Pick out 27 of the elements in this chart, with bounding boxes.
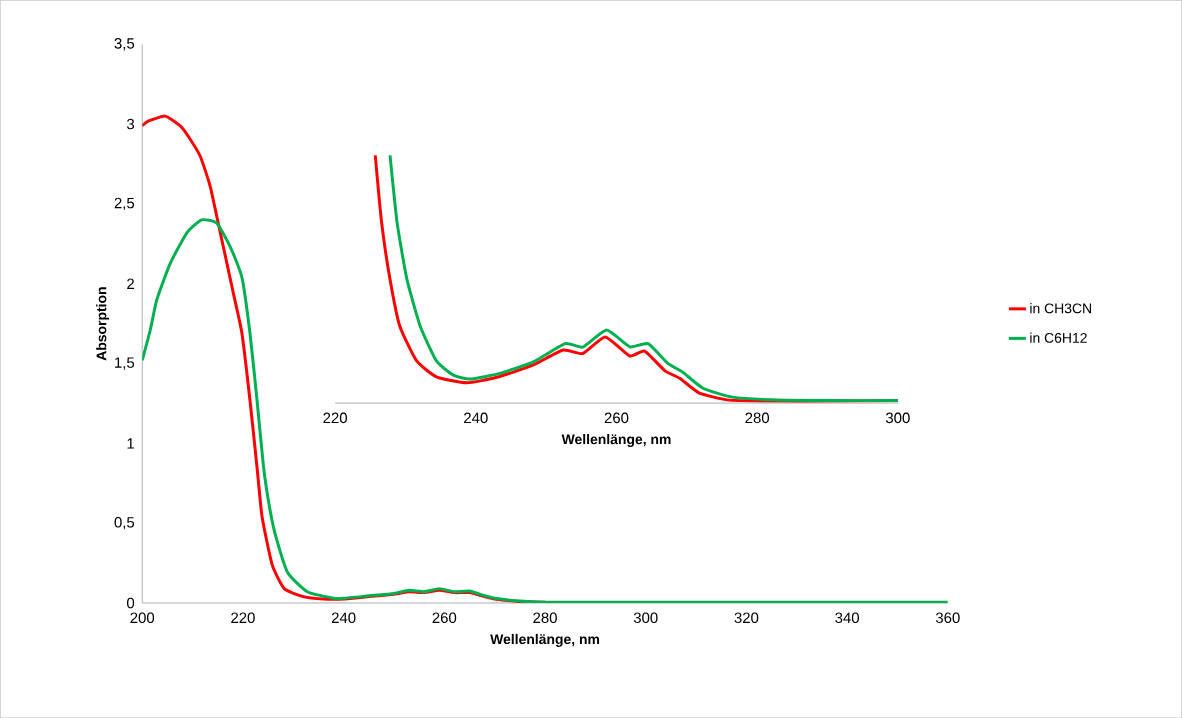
y-tick-label: 1,5	[115, 357, 135, 370]
x-tick-label: 280	[533, 612, 557, 623]
x-axis-title: Wellenlänge, nm	[490, 633, 600, 647]
legend-label: in C6H12	[1030, 332, 1087, 343]
legend-label: in CH3CN	[1030, 302, 1091, 314]
x-tick-label: 300	[633, 612, 658, 623]
x-tick-label: 300	[885, 412, 910, 424]
y-tick-label: 3	[126, 118, 135, 130]
x-tick-label: 240	[464, 412, 488, 424]
x-tick-label: 280	[745, 412, 770, 424]
x-tick-label: 260	[432, 612, 457, 623]
y-tick-label: 1	[127, 438, 134, 449]
y-tick-label: 0	[127, 597, 135, 609]
x-tick-label: 320	[734, 612, 759, 623]
x-tick-label: 220	[231, 612, 255, 623]
y-tick-label: 2	[127, 278, 134, 289]
y-axis-title: Absorption	[96, 287, 110, 361]
x-tick-label: 260	[604, 412, 629, 424]
x-tick-label: 340	[835, 612, 859, 623]
y-tick-label: 3,5	[114, 37, 135, 51]
y-tick-label: 2,5	[114, 197, 135, 210]
y-tick-label: 0,5	[114, 516, 135, 530]
x-axis-title: Wellenlänge, nm	[561, 433, 671, 447]
x-tick-label: 200	[130, 612, 155, 623]
x-tick-label: 360	[935, 612, 960, 623]
x-tick-label: 220	[323, 412, 347, 424]
x-tick-label: 240	[331, 612, 356, 623]
